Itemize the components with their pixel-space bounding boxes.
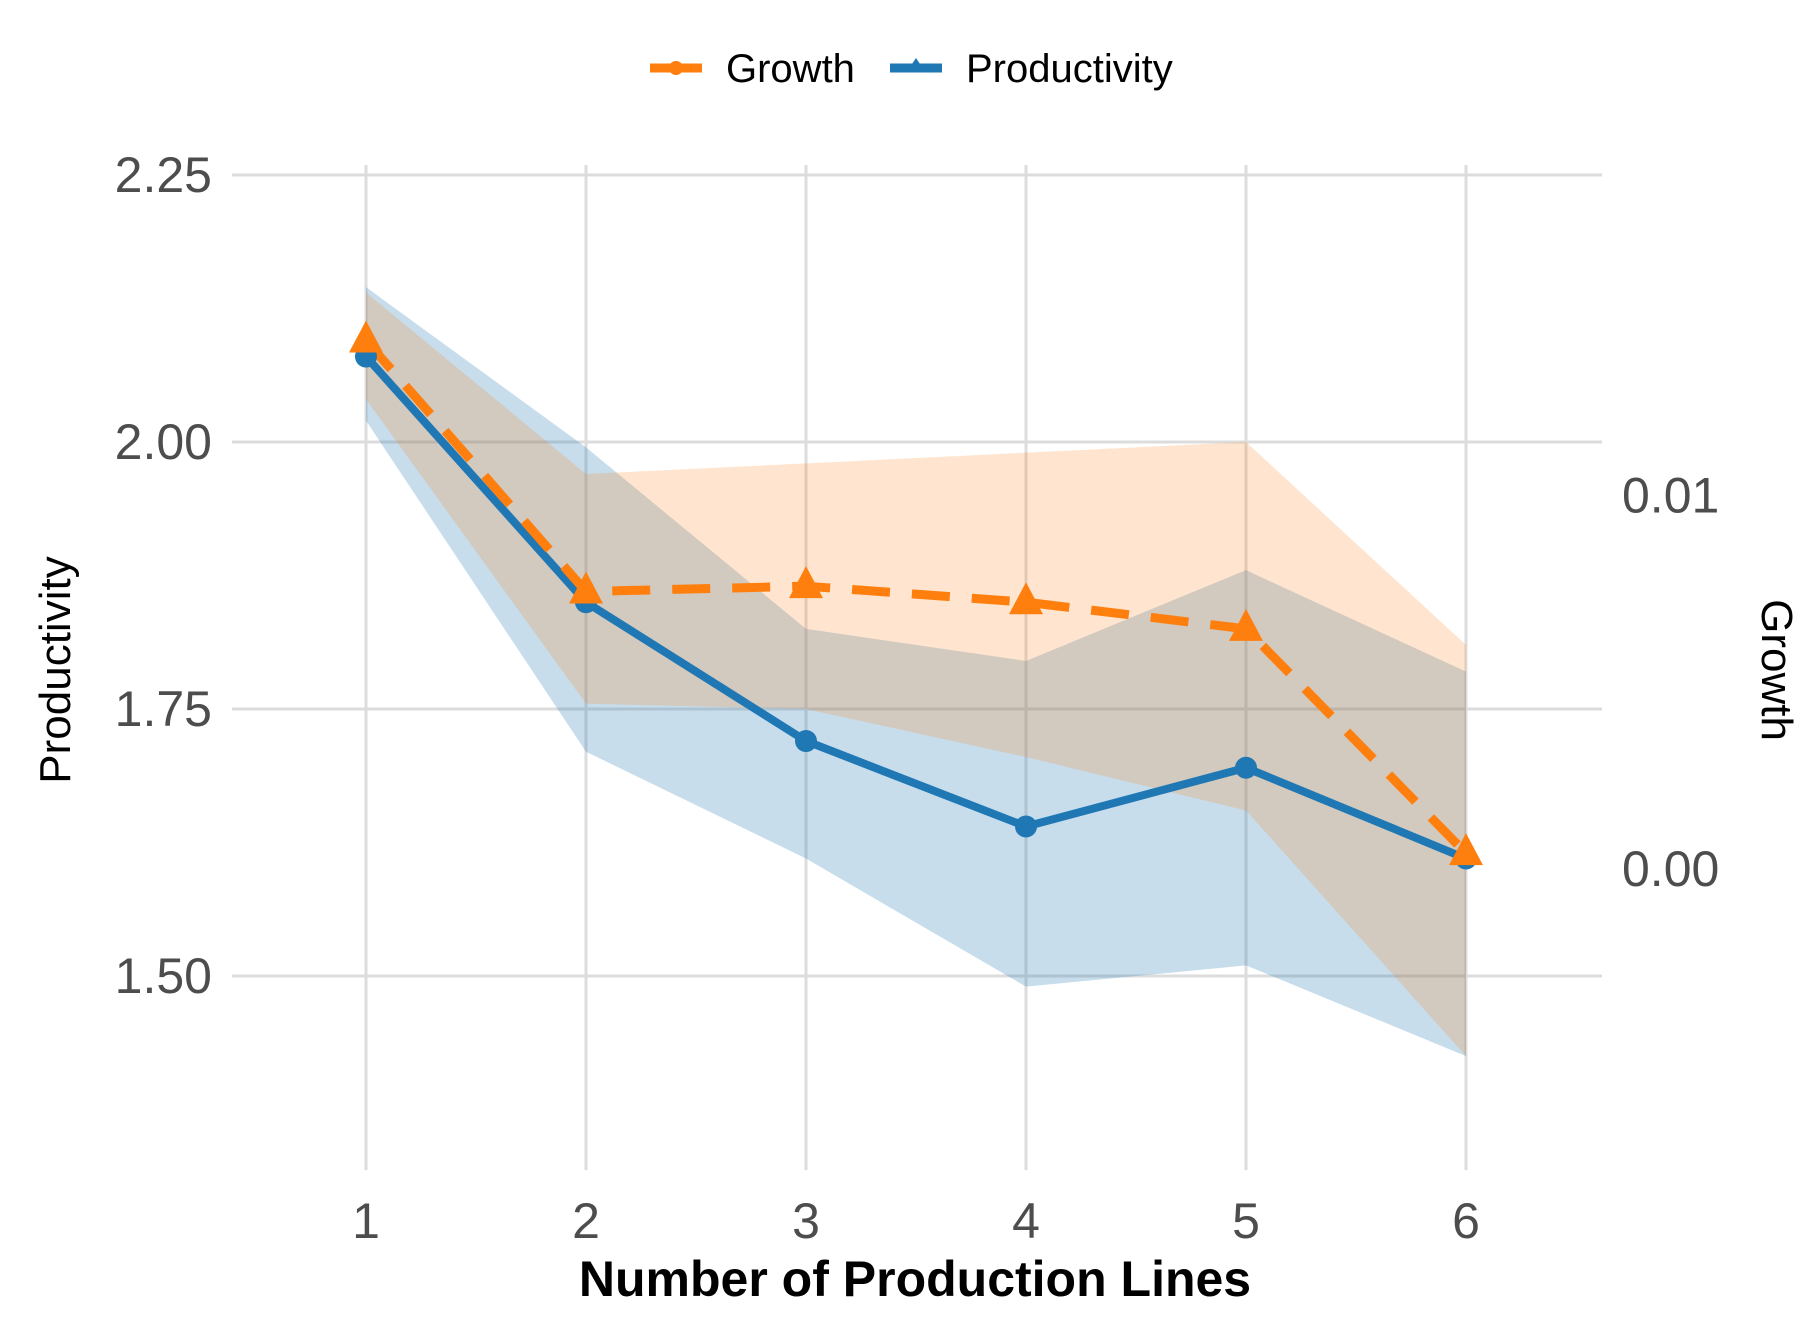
line-productivity [362,352,1470,863]
y2-axis-title: Growth [1752,599,1801,741]
band-growth [366,292,1466,1057]
series-markers [349,320,1483,870]
legend-item-growth[interactable]: Growth [650,47,855,91]
legend-key-growth-marker [669,61,683,75]
legend: Growth Productivity [650,47,1173,91]
x-tick-label-6: 6 [1452,1193,1480,1249]
y2-tick-label-0.01: 0.01 [1622,467,1719,523]
y2-tick-label-0.00: 0.00 [1622,841,1719,897]
legend-item-productivity[interactable]: Productivity [890,47,1173,91]
confidence-bands [366,287,1466,1057]
y-tick-label-2.25: 2.25 [115,147,212,203]
x-axis-title: Number of Production Lines [579,1251,1251,1307]
x-tick-label-5: 5 [1232,1193,1260,1249]
x-tick-label-3: 3 [792,1193,820,1249]
y-tick-label-2.00: 2.00 [115,414,212,470]
y-axis-ticks: 1.50 1.75 2.00 2.25 [115,147,212,1004]
point-growth-2 [569,571,603,604]
y2-axis-ticks: 0.00 0.01 [1622,467,1719,897]
point-growth-6 [1449,833,1483,866]
y-axis-title: Productivity [31,556,80,783]
band-productivity [366,287,1466,1057]
line-growth [362,337,1470,857]
x-tick-label-1: 1 [352,1193,380,1249]
series-lines [362,337,1470,863]
point-productivity-5 [1235,756,1257,779]
y-tick-label-1.75: 1.75 [115,681,212,737]
point-growth-4 [1009,582,1043,615]
point-productivity-3 [795,730,817,753]
point-growth-5 [1229,608,1263,641]
x-tick-label-2: 2 [572,1193,600,1249]
x-axis-ticks: 1 2 3 4 5 6 [352,1193,1480,1249]
point-productivity-4 [1015,815,1037,838]
point-growth-3 [789,566,823,599]
x-tick-label-4: 4 [1012,1193,1040,1249]
y-tick-label-1.50: 1.50 [115,948,212,1004]
legend-key-productivity-marker [908,58,924,70]
legend-label-growth: Growth [726,47,855,91]
point-growth-1 [349,320,383,353]
axes: 1.50 1.75 2.00 2.25 0.00 0.01 1 2 3 4 5 6 Number … [31,147,1801,1307]
legend-label-productivity: Productivity [966,47,1173,91]
